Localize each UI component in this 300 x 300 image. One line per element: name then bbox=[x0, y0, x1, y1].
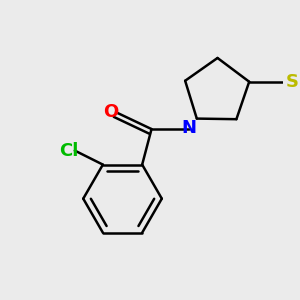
Text: N: N bbox=[182, 119, 196, 137]
Text: S: S bbox=[286, 73, 299, 91]
Text: Cl: Cl bbox=[59, 142, 79, 160]
Text: O: O bbox=[103, 103, 118, 121]
